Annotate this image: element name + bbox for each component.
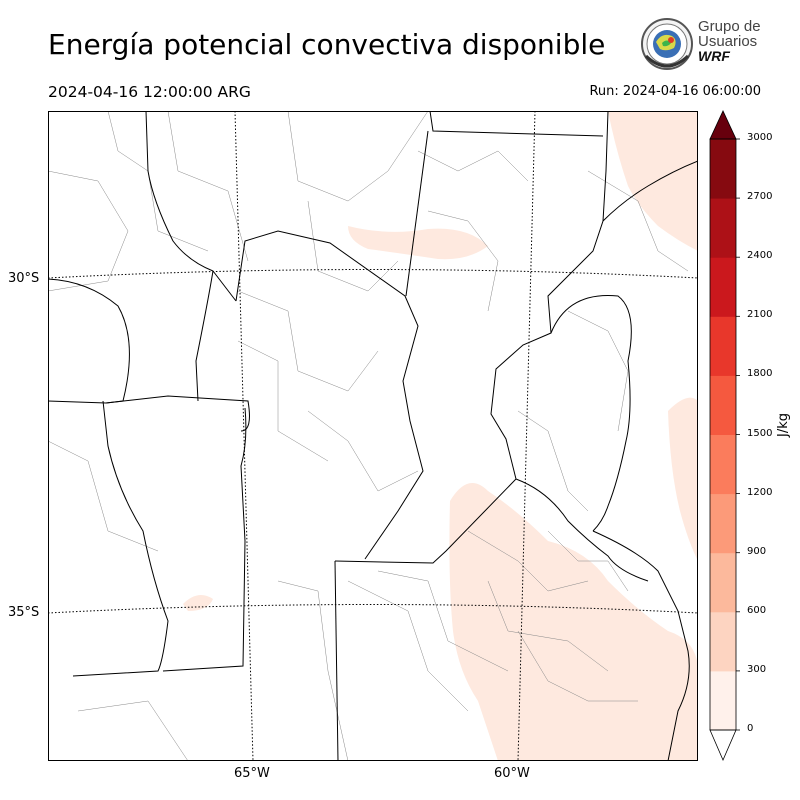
colorbar-tick-label: 900 (747, 545, 767, 557)
lat-label-35s: 35°S (8, 605, 40, 620)
cape-area-upper-band (348, 226, 488, 260)
colorbar-segment (710, 257, 736, 317)
colorbar-over-arrow (709, 110, 737, 140)
colorbar-segment (710, 316, 736, 376)
county-line (427, 210, 499, 312)
province-border (334, 560, 339, 761)
logo-text: Grupo de Usuarios WRF (698, 19, 761, 64)
logo-line-3: WRF (698, 48, 730, 64)
province-border (195, 270, 214, 402)
colorbar-segment (710, 552, 736, 613)
cape-map (48, 111, 698, 761)
colorbar-tick-label: 600 (747, 604, 767, 616)
county-line (48, 170, 129, 292)
colorbar-tick-label: 1500 (747, 427, 773, 439)
province-border (145, 111, 237, 302)
colorbar-tick-label: 300 (747, 663, 767, 675)
province-border (72, 400, 169, 677)
county-line (237, 290, 379, 392)
province-border (405, 130, 429, 297)
cape-shading (183, 111, 698, 761)
colorbar-segment (710, 375, 736, 435)
province-border (334, 111, 609, 564)
county-line (517, 410, 589, 512)
colorbar-segment (710, 434, 736, 495)
county-line (567, 310, 629, 432)
county-line (467, 530, 589, 592)
county-line (517, 630, 638, 702)
county-line (487, 580, 609, 672)
logo-line-1: Grupo de (698, 18, 761, 35)
county-line (237, 340, 329, 462)
colorbar-tick-label: 2100 (747, 309, 773, 321)
county-line (347, 580, 469, 712)
colorbar-tick-label: 1800 (747, 368, 773, 380)
province-borders (48, 111, 698, 761)
logo-line-2: Usuarios (698, 33, 758, 50)
county-line (587, 170, 689, 272)
cape-area-buenos-aires (449, 483, 698, 761)
colorbar-tick-label: 1200 (747, 486, 773, 498)
county-line (307, 200, 399, 292)
province-border (550, 294, 632, 532)
province-border (235, 230, 424, 560)
lat-label-30s: 30°S (8, 271, 40, 286)
county-line (48, 440, 159, 552)
wrf-group-logo: Grupo de Usuarios WRF (638, 16, 768, 74)
lon-label-60w: 60°W (494, 766, 530, 781)
county-line (417, 150, 529, 182)
latitude-line-35s (48, 604, 698, 614)
colorbar-segment (710, 139, 736, 199)
county-line (287, 111, 429, 202)
map-title: Energía potencial convectiva disponible (48, 28, 606, 61)
county-line (377, 570, 509, 672)
province-border (602, 160, 698, 222)
county-line (167, 111, 249, 262)
cape-area-north-patch (628, 169, 668, 197)
county-boundaries (48, 111, 689, 761)
latitude-line-30s (48, 269, 698, 279)
graticule (48, 111, 698, 761)
colorbar-tick-label: 0 (747, 723, 754, 734)
colorbar-under-arrow (709, 729, 737, 762)
county-line (277, 580, 349, 761)
colorbar-tick-label: 2700 (747, 191, 773, 203)
county-line (307, 410, 419, 492)
colorbar-segment (710, 670, 736, 731)
province-border (48, 278, 130, 404)
lon-label-65w: 65°W (234, 766, 270, 781)
map-frame (48, 111, 698, 761)
province-border (515, 478, 649, 582)
province-border (592, 530, 690, 761)
colorbar-tick-label: 3000 (747, 132, 773, 143)
cape-area-east-edge (668, 397, 698, 561)
globe-seal-icon (641, 18, 693, 70)
colorbar (709, 110, 740, 762)
county-line (547, 530, 629, 592)
province-border (162, 407, 247, 672)
province-border (429, 111, 604, 137)
county-line (77, 700, 189, 761)
colorbar-tick-label: 2400 (747, 250, 773, 262)
colorbar-segment (710, 611, 736, 672)
valid-time: 2024-04-16 12:00:00 ARG (48, 83, 251, 101)
colorbar-segment (710, 198, 736, 258)
colorbar-segment (710, 493, 736, 554)
run-time: Run: 2024-04-16 06:00:00 (589, 84, 761, 99)
colorbar-unit: J/kg (776, 413, 791, 437)
